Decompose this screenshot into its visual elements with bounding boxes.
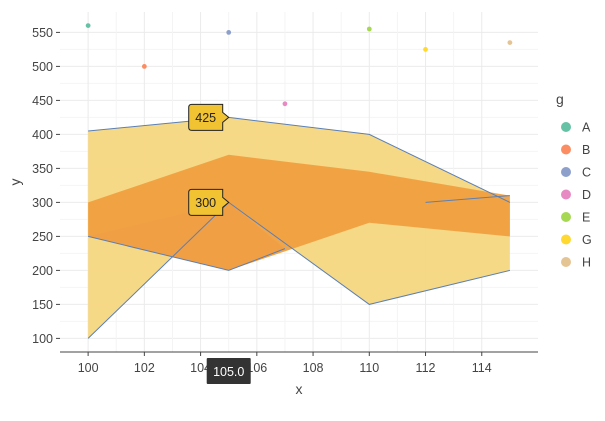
x-tick-label: 104 <box>190 361 211 375</box>
hover-tooltip-box <box>188 188 230 216</box>
axes: 100 102 104 106 108 110 112 114 100 150 200 250 300 3… <box>7 26 538 397</box>
outline-line <box>88 235 286 271</box>
y-axis-title: y <box>7 179 23 186</box>
legend-swatch-e <box>561 212 571 222</box>
x-tick-label: 106 <box>246 361 267 375</box>
y-tick-label: 400 <box>32 128 53 142</box>
legend-label-g: G <box>582 233 592 247</box>
hover-tooltip-text: 425 <box>195 111 216 125</box>
legend-label-d: D <box>582 188 591 202</box>
legend-swatch-c <box>561 167 571 177</box>
outline-line <box>425 195 510 203</box>
y-tick-label: 100 <box>32 332 53 346</box>
legend-label-h: H <box>582 256 591 270</box>
y-tick-label: 450 <box>32 94 53 108</box>
data-points[interactable] <box>85 23 513 107</box>
x-axis-title: x <box>296 381 303 397</box>
outline-line <box>88 116 511 203</box>
x-tick-label: 100 <box>78 361 99 375</box>
hover-tooltip-box <box>188 103 230 131</box>
hover-tooltips: 425 300 105.0 <box>188 103 251 384</box>
legend-title: g <box>556 91 564 107</box>
y-tick-label: 150 <box>32 298 53 312</box>
area-ribbon[interactable] <box>88 154 510 271</box>
y-tick-label: 350 <box>32 162 53 176</box>
y-tick-label: 200 <box>32 264 53 278</box>
legend-label-b: B <box>582 143 590 157</box>
data-point-b[interactable] <box>141 64 147 69</box>
data-point-d[interactable] <box>282 101 288 107</box>
hover-x-label-box <box>206 358 251 384</box>
legend-label-e: E <box>582 211 590 225</box>
y-tick-label: 250 <box>32 230 53 244</box>
legend-label-c: C <box>582 166 591 180</box>
legend-swatch-g <box>561 234 571 245</box>
legend-swatch-b <box>561 144 571 155</box>
x-tick-label: 108 <box>303 361 324 375</box>
data-point-e[interactable] <box>366 26 372 32</box>
hover-tooltip-text: 300 <box>195 196 216 210</box>
outline-line <box>87 201 510 339</box>
legend-swatch-h <box>561 257 571 267</box>
legend-label-a: A <box>582 121 591 135</box>
x-tick-label: 110 <box>359 361 379 375</box>
x-tick-label: 102 <box>134 361 155 375</box>
data-point-a[interactable] <box>85 23 91 28</box>
y-tick-label: 300 <box>32 196 53 210</box>
x-tick-label: 112 <box>416 361 436 375</box>
legend-swatch-d <box>561 189 571 200</box>
data-point-h[interactable] <box>507 40 513 45</box>
data-point-g[interactable] <box>423 47 428 52</box>
y-tick-label: 500 <box>32 60 53 74</box>
y-tick-label: 550 <box>32 26 53 40</box>
area-ribbons[interactable] <box>88 117 510 339</box>
legend-swatch-a <box>561 122 571 132</box>
data-point-c[interactable] <box>226 30 232 35</box>
hover-x-label-text: 105.0 <box>213 365 244 379</box>
x-tick-label: 114 <box>472 361 492 375</box>
outline-lines <box>87 116 511 339</box>
